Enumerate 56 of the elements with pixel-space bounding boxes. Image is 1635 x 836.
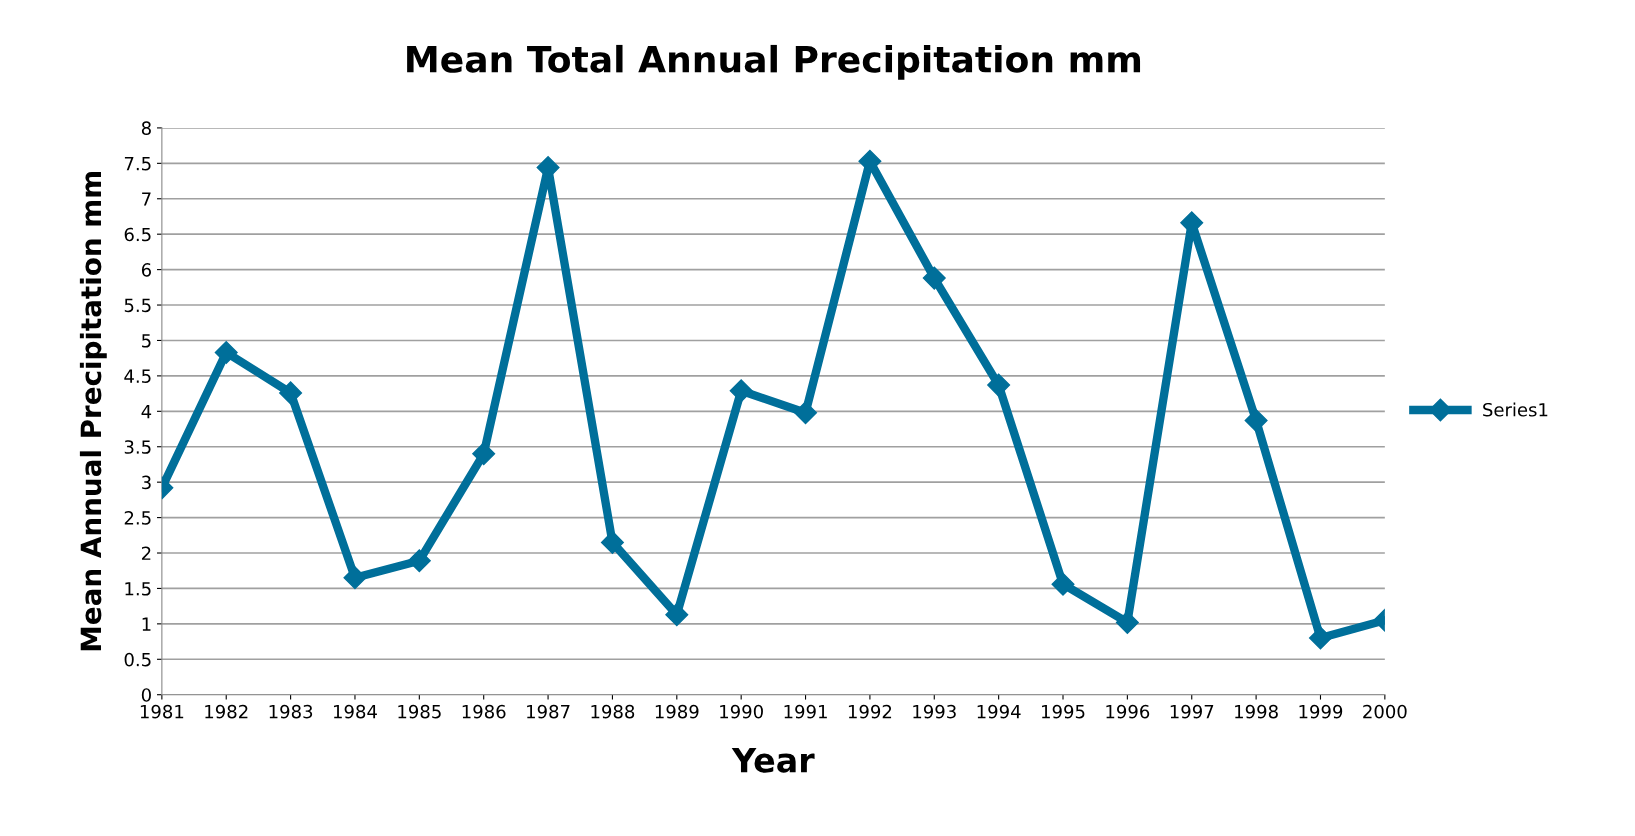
x-tick-label: 1987 — [527, 704, 570, 719]
point — [794, 401, 818, 425]
x-tick-label: 1986 — [462, 704, 506, 719]
legend-label: Series1 — [1483, 402, 1548, 417]
point — [1115, 610, 1139, 634]
x-tick-label: 1991 — [784, 704, 827, 719]
y-tick-label: 1.5 — [125, 582, 151, 596]
y-tick-label: 4 — [141, 405, 152, 419]
point — [1308, 626, 1332, 650]
y-tick-label: 3 — [142, 475, 151, 490]
x-tick-label: 1992 — [848, 704, 892, 719]
x-tick-label: 1999 — [1299, 704, 1343, 719]
y-tick-label: 2 — [141, 546, 151, 560]
y-tick-label: 5.5 — [124, 298, 151, 313]
point — [922, 266, 946, 290]
x-tick-label: 1982 — [205, 704, 248, 719]
y-tick-label: 6 — [141, 263, 152, 277]
y-tick-label: 2.5 — [124, 511, 151, 525]
x-tick-label: 1984 — [333, 704, 377, 719]
x-tick-label: 1997 — [1170, 704, 1214, 719]
y-tick-label: 6.5 — [124, 227, 151, 242]
point — [472, 442, 496, 466]
y-tick-label: 7 — [142, 192, 151, 206]
x-tick-label: 1996 — [1106, 704, 1150, 719]
x-tick-label: 1993 — [913, 704, 956, 719]
point — [214, 341, 238, 365]
y-axis-title: Mean Annual Precipitation mm — [79, 172, 107, 651]
point — [1051, 572, 1075, 596]
x-axis-title: Year — [731, 747, 815, 773]
x-tick-label: 1998 — [1235, 704, 1278, 719]
y-tick-label: 0.5 — [124, 652, 151, 667]
y-tick-label: 4.5 — [124, 369, 151, 383]
y-tick-label: 8 — [141, 121, 151, 136]
x-tick-label: 1988 — [591, 704, 635, 719]
x-tick-label: 1981 — [140, 704, 184, 719]
point — [729, 379, 753, 403]
point — [600, 530, 624, 554]
y-tick-label: 5 — [142, 334, 151, 348]
x-tick-label: 2000 — [1363, 704, 1407, 719]
point — [343, 566, 367, 590]
x-tick-label: 1995 — [1042, 704, 1085, 719]
point — [987, 373, 1011, 397]
y-tick-label: 3.5 — [124, 440, 151, 454]
point — [665, 603, 689, 627]
x-tick-label: 1989 — [655, 704, 699, 719]
y-tick-label: 0 — [141, 688, 151, 702]
x-tick-label: 1985 — [398, 704, 441, 719]
chart-title: Mean Total Annual Precipitation mm — [407, 44, 1141, 80]
y-tick-label: 1 — [142, 617, 151, 631]
x-tick-label: 1994 — [977, 704, 1021, 719]
point — [279, 381, 303, 405]
x-tick-label: 1990 — [720, 704, 763, 719]
point — [1244, 409, 1268, 433]
point — [407, 549, 431, 573]
x-tick-label: 1983 — [269, 704, 313, 719]
y-tick-label: 7.5 — [124, 157, 151, 171]
